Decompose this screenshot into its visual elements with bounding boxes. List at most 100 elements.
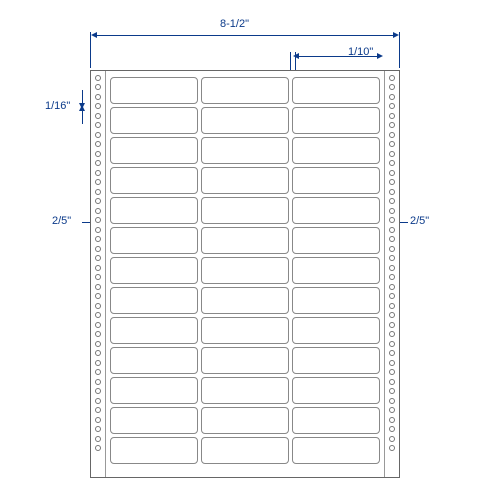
perf-hole: [95, 303, 101, 309]
label-row: [105, 167, 385, 194]
label-cell: [292, 437, 380, 464]
perf-hole: [389, 341, 395, 347]
labels-grid: [105, 77, 385, 471]
label-row: [105, 77, 385, 104]
perf-hole: [389, 369, 395, 375]
perf-hole: [389, 350, 395, 356]
perf-hole: [95, 122, 101, 128]
label-cell: [110, 377, 198, 404]
perf-hole: [389, 208, 395, 214]
perf-hole: [95, 236, 101, 242]
perf-hole: [95, 341, 101, 347]
perf-hole: [95, 94, 101, 100]
dim-v-gap: 1/16": [45, 100, 70, 112]
perf-hole: [95, 141, 101, 147]
label-cell: [292, 257, 380, 284]
label-cell: [110, 77, 198, 104]
label-row: [105, 377, 385, 404]
label-cell: [201, 347, 289, 374]
label-cell: [292, 107, 380, 134]
perf-hole: [95, 426, 101, 432]
label-cell: [110, 167, 198, 194]
label-cell: [110, 317, 198, 344]
perf-hole: [95, 293, 101, 299]
perf-hole: [95, 179, 101, 185]
perf-hole: [389, 274, 395, 280]
perf-hole: [95, 255, 101, 261]
perf-hole: [95, 208, 101, 214]
perf-hole: [389, 379, 395, 385]
perf-hole: [95, 103, 101, 109]
label-cell: [110, 227, 198, 254]
label-cell: [110, 197, 198, 224]
perf-hole: [95, 369, 101, 375]
label-cell: [292, 197, 380, 224]
label-row: [105, 227, 385, 254]
label-cell: [201, 227, 289, 254]
perf-hole: [389, 217, 395, 223]
perf-hole: [389, 94, 395, 100]
perf-hole: [389, 113, 395, 119]
label-row: [105, 347, 385, 374]
perf-hole: [95, 189, 101, 195]
perf-hole: [389, 426, 395, 432]
perf-hole: [389, 141, 395, 147]
perf-hole: [389, 445, 395, 451]
perf-hole: [95, 170, 101, 176]
perf-hole: [95, 312, 101, 318]
label-cell: [110, 137, 198, 164]
perf-hole: [95, 350, 101, 356]
perf-hole: [389, 284, 395, 290]
perf-hole: [95, 160, 101, 166]
perf-hole: [389, 151, 395, 157]
perf-hole: [95, 398, 101, 404]
label-cell: [110, 287, 198, 314]
perf-hole: [95, 360, 101, 366]
perf-hole: [389, 417, 395, 423]
label-cell: [292, 137, 380, 164]
perf-hole: [95, 265, 101, 271]
label-cell: [201, 287, 289, 314]
dim-margin-left: 2/5": [52, 215, 71, 227]
label-cell: [110, 347, 198, 374]
perf-hole: [389, 398, 395, 404]
perf-hole: [95, 217, 101, 223]
perf-hole: [389, 293, 395, 299]
perf-hole: [95, 274, 101, 280]
perf-hole: [389, 122, 395, 128]
perf-hole: [389, 227, 395, 233]
label-row: [105, 407, 385, 434]
perf-hole: [389, 160, 395, 166]
perf-hole: [389, 84, 395, 90]
perf-hole: [95, 322, 101, 328]
perf-hole: [95, 417, 101, 423]
label-row: [105, 137, 385, 164]
label-cell: [110, 257, 198, 284]
label-sheet-diagram: 8-1/2" 2-1/2" 15/16" 1/10" 1/16" 2/5" 2/…: [90, 40, 400, 480]
perf-hole: [389, 189, 395, 195]
perf-strip-right: [384, 71, 399, 477]
label-cell: [201, 107, 289, 134]
dim-vgap-line: [82, 90, 83, 104]
perf-hole: [389, 246, 395, 252]
dim-total-width: 8-1/2": [220, 18, 249, 30]
perf-hole: [95, 198, 101, 204]
label-cell: [110, 437, 198, 464]
perf-hole: [95, 113, 101, 119]
label-cell: [201, 197, 289, 224]
label-cell: [201, 377, 289, 404]
label-cell: [292, 77, 380, 104]
label-cell: [201, 167, 289, 194]
dim-margin-right: 2/5": [410, 215, 429, 227]
perf-hole: [389, 388, 395, 394]
perf-hole: [389, 236, 395, 242]
perf-hole: [95, 246, 101, 252]
perf-hole: [389, 312, 395, 318]
label-cell: [201, 407, 289, 434]
label-cell: [201, 317, 289, 344]
perf-hole: [389, 170, 395, 176]
perf-hole: [389, 255, 395, 261]
dim-vgap-line2: [82, 110, 83, 124]
label-cell: [201, 77, 289, 104]
label-cell: [110, 107, 198, 134]
